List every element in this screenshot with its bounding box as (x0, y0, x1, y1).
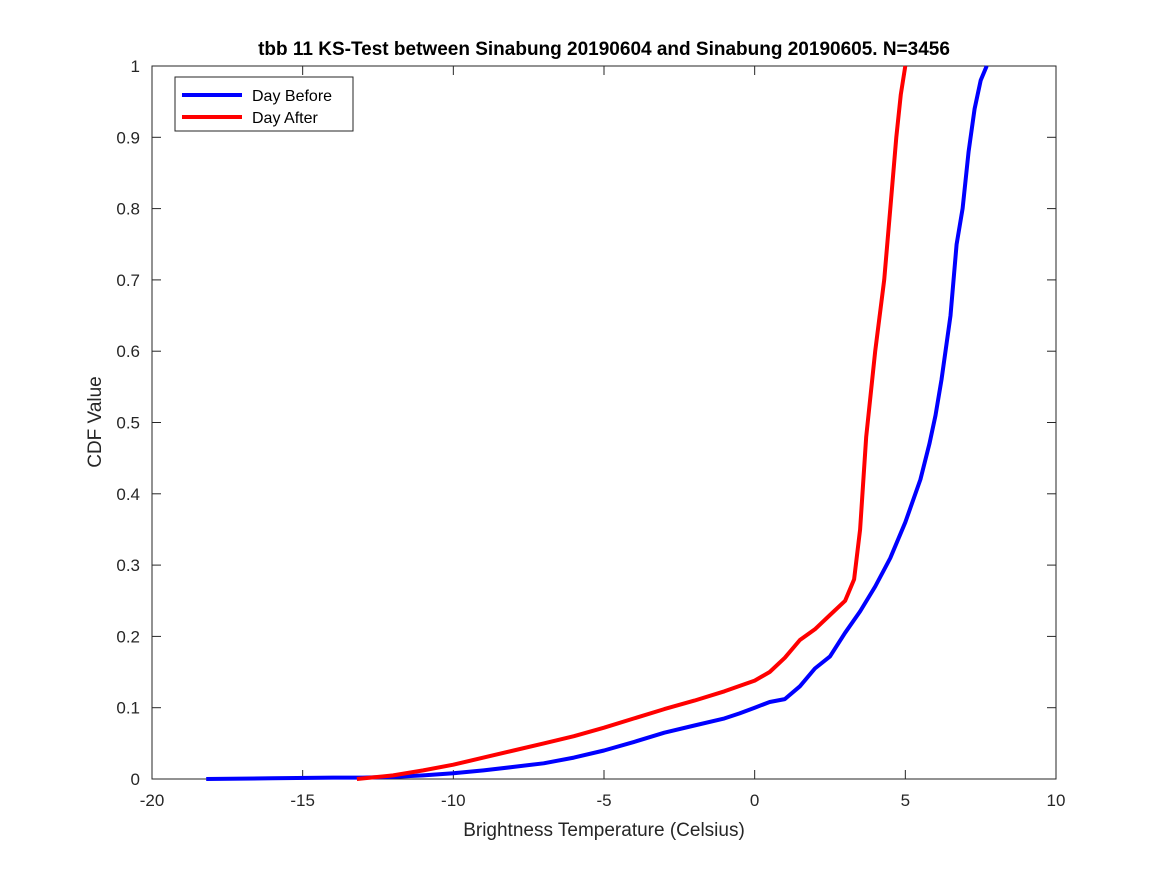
x-tick-label: 5 (901, 791, 910, 810)
y-axis-label: CDF Value (85, 376, 106, 468)
x-tick-label: 10 (1047, 791, 1066, 810)
x-tick-label: -10 (441, 791, 466, 810)
y-tick-label: 0.7 (116, 271, 140, 290)
series-layer (206, 65, 989, 781)
y-tick-label: 0 (131, 770, 140, 789)
y-tick-label: 0.6 (116, 342, 140, 361)
series-line-day-before (206, 65, 989, 781)
y-tick-label: 0.9 (116, 128, 140, 147)
y-tick-label: 0.4 (116, 485, 140, 504)
x-tick-label: 0 (750, 791, 759, 810)
legend-label-day-after: Day After (252, 110, 318, 127)
plot-area (151, 65, 1057, 780)
y-tick-label: 0.3 (116, 556, 140, 575)
series-line-day-after (356, 65, 908, 781)
legend: Day Before Day After (174, 76, 354, 132)
y-tick-label: 0.8 (116, 200, 140, 219)
y-tick-label: 0.2 (116, 627, 140, 646)
y-tick-label: 0.5 (116, 414, 140, 433)
x-axis-label: Brightness Temperature (Celsius) (463, 820, 745, 841)
chart-title: tbb 11 KS-Test between Sinabung 20190604… (258, 39, 950, 60)
axis-ticks: -20 -15 -10 -5 0 5 10 0 0.1 0.2 0.3 0.4 0.5 0.6 0.7 0.8… (116, 57, 1065, 810)
y-tick-label: 1 (131, 57, 140, 76)
x-tick-label: -15 (290, 791, 315, 810)
y-tick-label: 0.1 (116, 699, 140, 718)
legend-label-day-before: Day Before (252, 88, 332, 105)
x-tick-label: -5 (596, 791, 611, 810)
x-tick-label: -20 (140, 791, 165, 810)
legend-box (174, 76, 354, 132)
